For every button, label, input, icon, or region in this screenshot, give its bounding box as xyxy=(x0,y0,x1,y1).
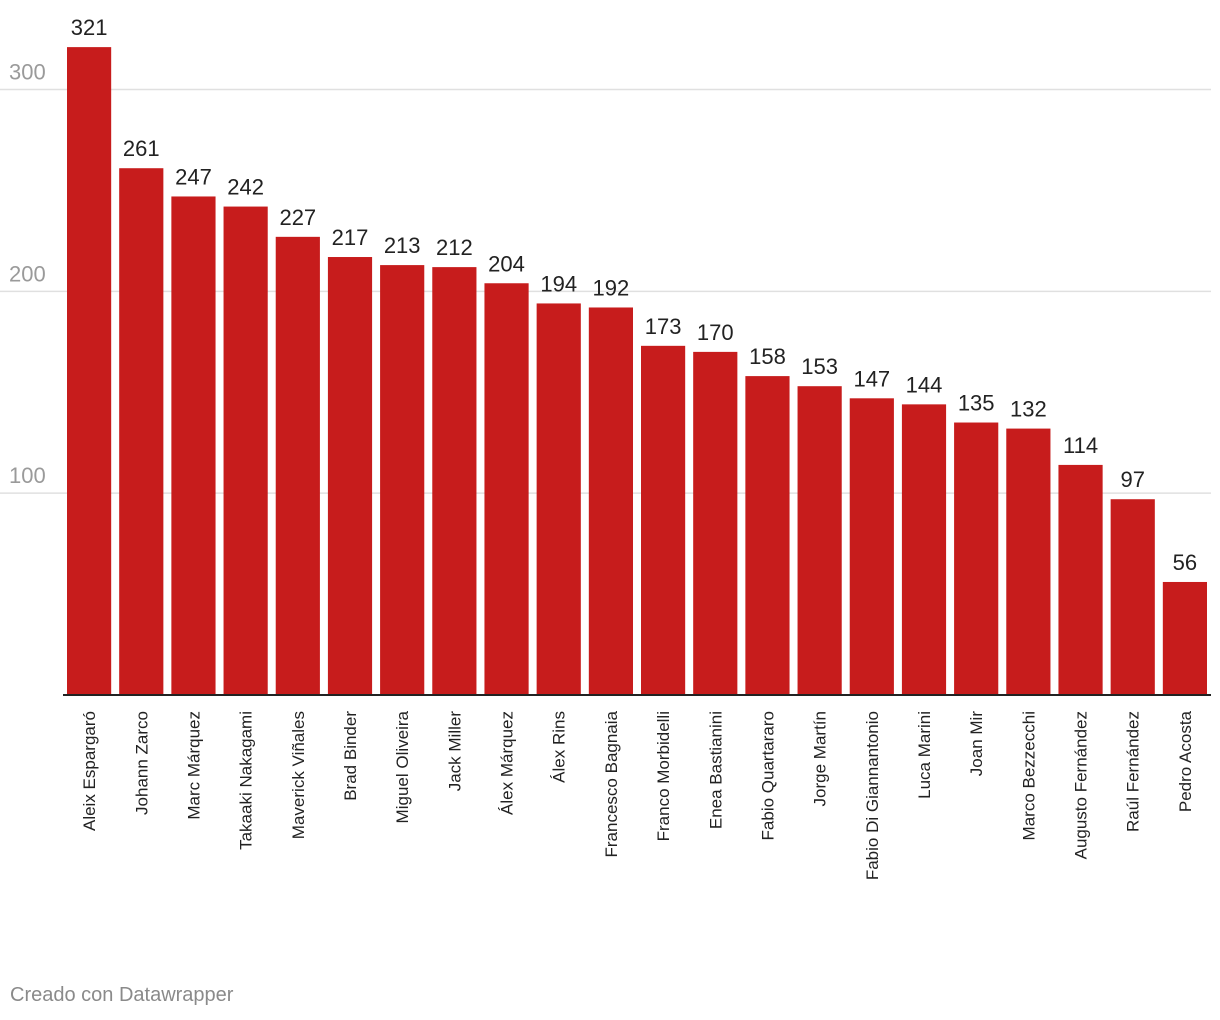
category-label: Augusto Fernández xyxy=(1072,711,1091,859)
category-label: Brad Binder xyxy=(341,711,360,801)
bars xyxy=(67,47,1207,696)
category-label: Pedro Acosta xyxy=(1176,710,1195,812)
value-label: 192 xyxy=(593,275,630,300)
category-label: Miguel Oliveira xyxy=(393,710,412,823)
category-label: Jorge Martín xyxy=(811,711,830,806)
y-tick-label: 300 xyxy=(9,60,46,85)
value-label: 153 xyxy=(801,354,838,379)
value-label: 97 xyxy=(1120,467,1144,492)
category-label: Álex Rins xyxy=(550,711,569,783)
y-tick-labels: 100 200 300 xyxy=(9,60,46,489)
bar[interactable] xyxy=(432,267,477,695)
bar[interactable] xyxy=(327,257,373,695)
category-label: Francesco Bagnaia xyxy=(602,710,621,857)
category-label: Marco Bezzecchi xyxy=(1019,711,1038,840)
value-label: 212 xyxy=(436,235,473,260)
bar[interactable] xyxy=(641,345,686,695)
category-label: Maverick Viñales xyxy=(289,711,308,839)
category-label: Marc Márquez xyxy=(184,711,203,820)
value-label: 135 xyxy=(958,391,995,416)
category-label: Álex Márquez xyxy=(498,711,517,815)
value-label: 194 xyxy=(540,271,577,296)
bar[interactable] xyxy=(797,386,842,695)
value-label: 56 xyxy=(1173,550,1197,575)
value-label: 321 xyxy=(71,15,108,40)
bar[interactable] xyxy=(1006,428,1051,695)
category-label: Aleix Espargaró xyxy=(80,711,99,831)
value-label: 147 xyxy=(853,366,890,391)
value-label: 158 xyxy=(749,344,786,369)
category-label: Fabio Quartararo xyxy=(758,711,777,840)
category-label: Raúl Fernández xyxy=(1124,711,1143,832)
value-label: 247 xyxy=(175,164,212,189)
bar[interactable] xyxy=(849,398,894,695)
y-tick-label: 200 xyxy=(9,261,46,286)
bar[interactable] xyxy=(536,303,581,695)
value-label: 261 xyxy=(123,136,160,161)
bar[interactable] xyxy=(380,265,425,695)
bar[interactable] xyxy=(901,404,947,695)
value-label: 213 xyxy=(384,233,421,258)
bar[interactable] xyxy=(275,236,320,696)
bar[interactable] xyxy=(67,47,112,696)
footer-credit[interactable]: Creado con Datawrapper xyxy=(10,984,234,1006)
category-label: Luca Marini xyxy=(915,711,934,799)
value-label: 173 xyxy=(645,314,682,339)
bar[interactable] xyxy=(588,307,633,695)
value-label: 114 xyxy=(1063,433,1098,458)
category-label: Enea Bastianini xyxy=(706,711,725,829)
category-label: Fabio Di Giannantonio xyxy=(863,711,882,880)
category-label: Takaaki Nakagami xyxy=(237,711,256,850)
bar[interactable] xyxy=(171,196,216,695)
value-label: 217 xyxy=(332,225,369,250)
value-label: 204 xyxy=(488,251,525,276)
value-label: 132 xyxy=(1010,397,1047,422)
category-label: Franco Morbidelli xyxy=(654,711,673,841)
value-label: 170 xyxy=(697,320,734,345)
bar[interactable] xyxy=(1058,464,1103,695)
category-label: Joan Mir xyxy=(967,711,986,777)
bar[interactable] xyxy=(119,168,164,696)
value-label: 242 xyxy=(227,175,264,200)
bar[interactable] xyxy=(745,376,790,695)
bar[interactable] xyxy=(484,283,529,695)
value-label: 144 xyxy=(906,372,943,397)
bar[interactable] xyxy=(1162,581,1207,695)
bar[interactable] xyxy=(693,351,738,695)
bar[interactable] xyxy=(223,206,268,695)
category-label: Johann Zarco xyxy=(132,711,151,815)
bar[interactable] xyxy=(1110,499,1155,695)
bar[interactable] xyxy=(954,422,999,695)
category-label: Jack Miller xyxy=(445,711,464,792)
y-tick-label: 100 xyxy=(9,463,46,488)
category-labels: Aleix Espargaró Johann Zarco Marc Márquez T… xyxy=(80,710,1195,880)
bar-chart: 321 261 247 242 227 217 213 212 204 194 192 173 170 1… xyxy=(0,15,1211,880)
value-labels: 321 261 247 242 227 217 213 212 204 194 192 173 170 1… xyxy=(71,15,1197,575)
value-label: 227 xyxy=(279,205,316,230)
